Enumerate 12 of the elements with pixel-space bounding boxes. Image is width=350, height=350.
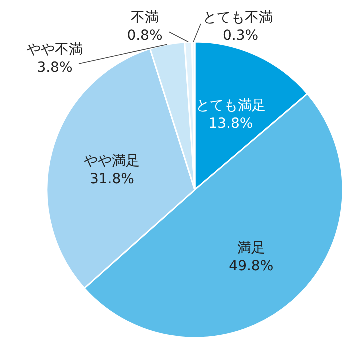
data-label: 49.8%: [229, 258, 274, 275]
slice-label: やや満足: [84, 153, 140, 170]
slice-label: とても不満: [203, 10, 273, 26]
slice-label: やや不満: [27, 42, 83, 58]
data-label: 0.8%: [127, 28, 163, 44]
data-label: 31.8%: [90, 171, 134, 188]
slice-label: 満足: [237, 240, 266, 257]
data-label: 13.8%: [208, 116, 254, 132]
data-label: 0.3%: [223, 28, 259, 44]
data-label: 3.8%: [37, 60, 73, 76]
slice-label: とても満足: [196, 98, 266, 114]
slice-label: 不満: [131, 10, 159, 26]
